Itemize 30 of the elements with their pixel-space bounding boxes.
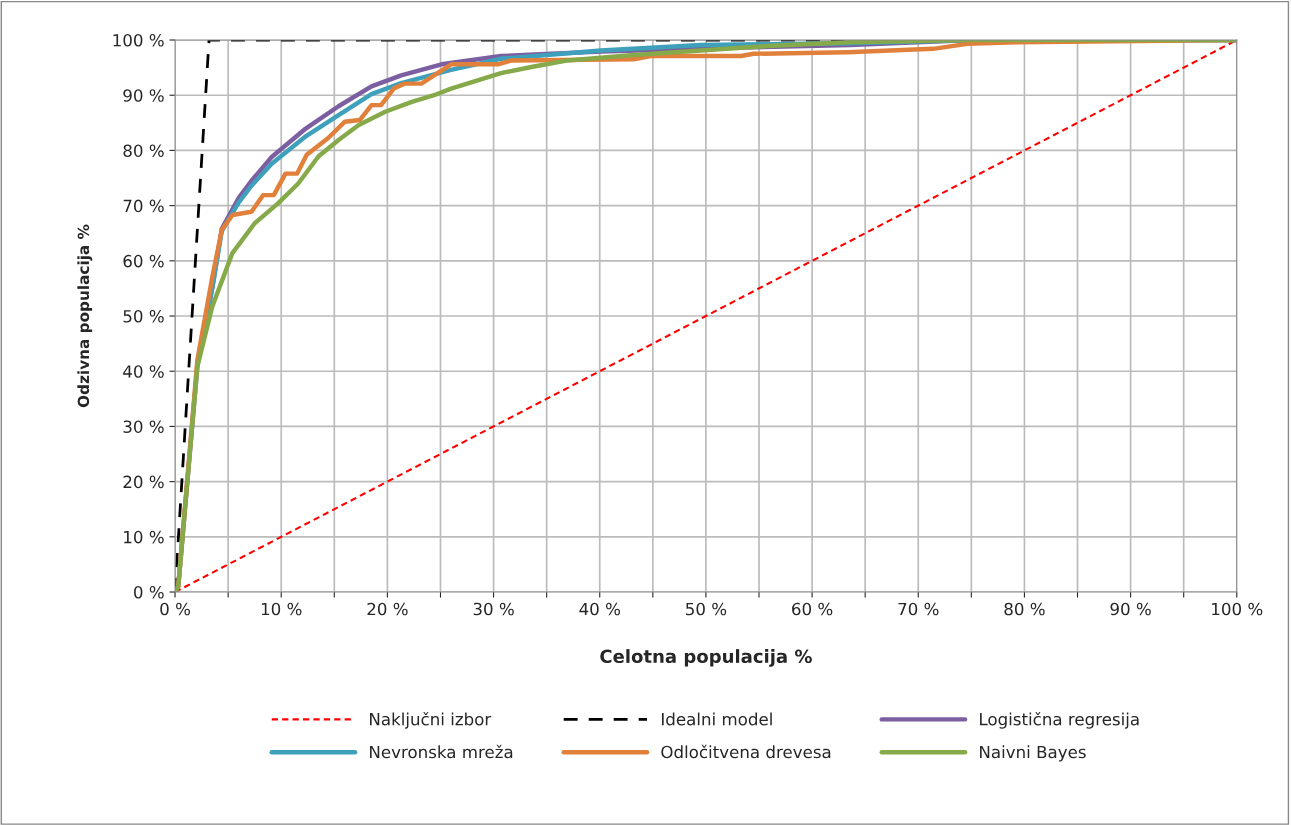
y-tick-label: 100 %	[113, 33, 164, 47]
x-tick-label: 50 %	[686, 602, 727, 616]
y-tick-label: 0 %	[134, 585, 164, 599]
x-tick-label: 100 %	[1212, 602, 1263, 616]
y-tick-label: 70 %	[123, 199, 164, 213]
x-tick-label: 0 %	[160, 602, 191, 616]
x-tick-label: 90 %	[1110, 602, 1151, 616]
y-tick-label: 50 %	[123, 309, 164, 323]
x-axis-title: Celotna populacija %	[600, 649, 812, 667]
x-tick-label: 40 %	[579, 602, 620, 616]
y-tick-label: 30 %	[123, 420, 164, 433]
legend-label: Odločitvena drevesa	[661, 744, 831, 759]
x-tick-label: 30 %	[473, 602, 514, 616]
y-tick-label: 90 %	[123, 89, 164, 102]
y-tick-label: 10 %	[124, 530, 164, 544]
legend-label: Idealni model	[662, 712, 772, 726]
legend-label: Nevronska mreža	[370, 744, 513, 759]
x-tick-label: 80 %	[1004, 602, 1045, 616]
legend-label: Logistična regresija	[980, 711, 1139, 729]
x-tick-label: 10 %	[261, 602, 302, 616]
legend-label: Naivni Bayes	[980, 745, 1086, 762]
y-tick-label: 40 %	[123, 365, 164, 378]
x-tick-label: 70 %	[898, 602, 939, 616]
legend-label: Naključni izbor	[370, 711, 492, 729]
y-axis-title: Odzivna populacija %	[77, 224, 93, 408]
y-tick-label: 80 %	[123, 144, 164, 157]
y-tick-label: 60 %	[123, 254, 164, 268]
x-tick-label: 20 %	[367, 602, 408, 616]
x-tick-label: 60 %	[792, 602, 833, 616]
y-tick-label: 20 %	[123, 475, 164, 489]
